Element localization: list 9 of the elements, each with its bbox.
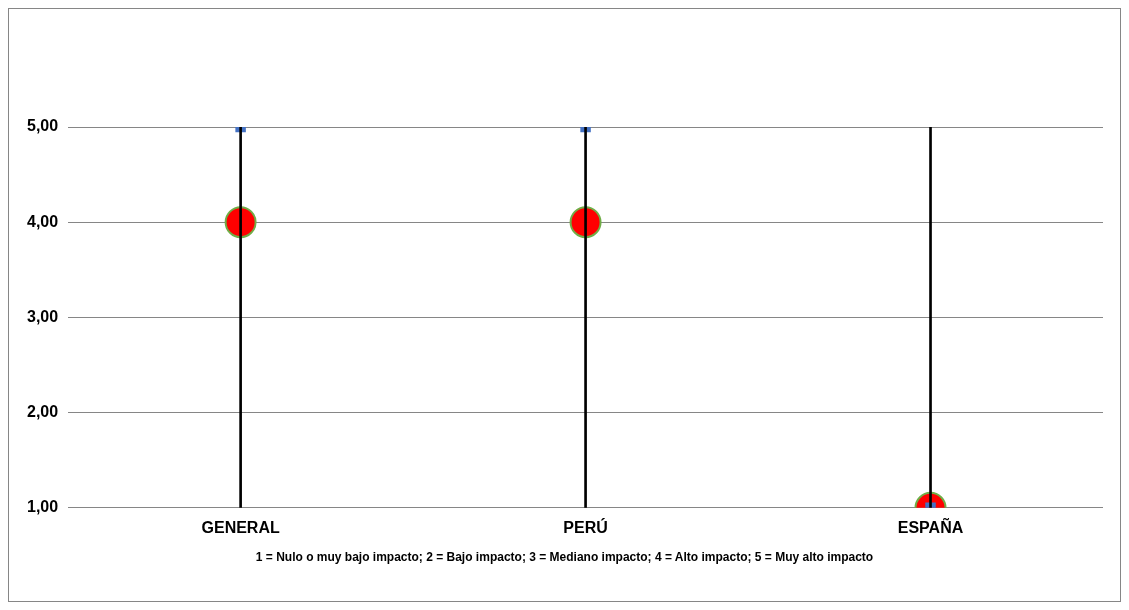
y-tick-label: 1,00 [27, 498, 59, 516]
y-tick-label: 3,00 [27, 307, 59, 325]
x-tick-label: GENERAL [201, 518, 280, 536]
x-tick-label: PERÚ [563, 517, 608, 536]
y-tick-label: 5,00 [27, 117, 59, 135]
y-tick-label: 2,00 [27, 403, 59, 421]
y-tick-label: 4,00 [27, 212, 59, 230]
text: 1 = Nulo o muy bajo impacto; 2 = Bajo impacto; 3 = Mediano impacto; 4 = Alto impacto; 5 = Muy alto impacto [255, 550, 874, 564]
x-tick-label: ESPAÑA [897, 516, 964, 536]
